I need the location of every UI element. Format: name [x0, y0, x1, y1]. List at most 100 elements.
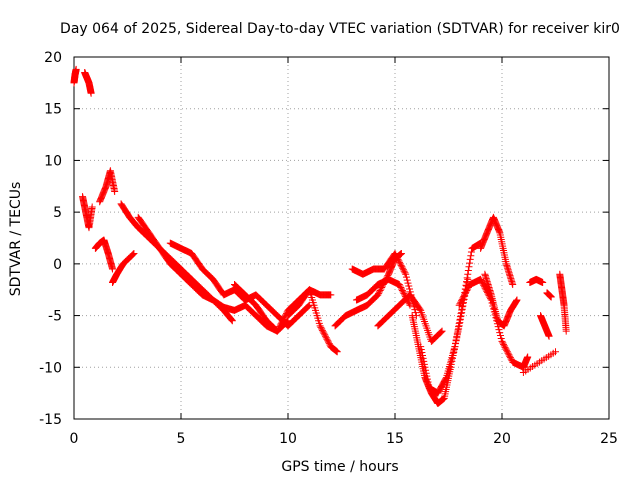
data-point — [459, 294, 467, 302]
data-point — [453, 333, 461, 341]
data-point — [87, 89, 95, 97]
data-point — [464, 270, 472, 278]
y-tick-label: -5 — [48, 309, 62, 325]
data-point — [398, 263, 406, 271]
data-point — [399, 266, 407, 274]
x-tick-labels: 0 5 10 15 20 25 — [70, 431, 618, 447]
data-point — [227, 315, 235, 323]
data-point — [501, 343, 509, 351]
y-tick-label: 5 — [53, 205, 62, 221]
data-point — [478, 278, 486, 286]
series-arc-d — [91, 236, 117, 273]
data-point — [399, 264, 407, 272]
data-point — [393, 252, 401, 260]
data-point — [318, 326, 326, 334]
data-point — [500, 342, 508, 350]
series-arc-k — [284, 286, 335, 320]
y-tick-labels: -15 -10 -5 0 5 10 15 20 — [39, 50, 62, 428]
grid-lines — [74, 57, 609, 419]
data-point — [304, 303, 312, 311]
data-point — [402, 270, 410, 278]
data-point — [466, 259, 474, 267]
series-arc-u — [526, 275, 547, 286]
data-point — [393, 254, 401, 262]
data-point — [391, 250, 399, 258]
x-axis-label: GPS time / hours — [281, 459, 398, 475]
data-point — [421, 363, 429, 371]
series-arc-b — [81, 69, 95, 97]
data-point — [463, 274, 471, 282]
series-arc-q — [417, 239, 485, 397]
data-point — [400, 267, 408, 275]
data-point — [228, 316, 236, 324]
data-point — [467, 252, 475, 260]
data-point — [455, 319, 463, 327]
data-point — [404, 279, 412, 287]
data-point — [458, 295, 466, 303]
data-point — [452, 339, 460, 347]
series-arc-y — [519, 348, 559, 376]
data-point — [325, 338, 333, 346]
series-arc-f — [96, 167, 119, 206]
data-point — [327, 291, 335, 299]
data-point — [401, 269, 409, 277]
data-points — [70, 65, 570, 407]
data-point — [513, 296, 521, 304]
data-point — [316, 322, 324, 330]
plot-frame — [73, 56, 610, 420]
x-tick-label: 10 — [279, 431, 297, 447]
data-point — [496, 332, 504, 340]
data-point — [456, 313, 464, 321]
data-point — [461, 291, 469, 299]
data-point — [406, 285, 414, 293]
y-tick-label: 15 — [44, 102, 62, 118]
data-point — [406, 301, 414, 309]
data-point — [457, 298, 465, 306]
data-point — [480, 283, 488, 291]
data-point — [422, 369, 430, 377]
data-point — [457, 297, 465, 305]
data-point — [495, 326, 503, 334]
data-point — [464, 285, 472, 293]
data-point — [273, 327, 281, 335]
series-arc-e — [109, 250, 138, 286]
data-point — [333, 348, 341, 356]
data-point — [460, 292, 468, 300]
data-point — [394, 255, 402, 263]
data-point — [423, 375, 431, 383]
data-point — [458, 306, 466, 314]
x-tick-label: 20 — [493, 431, 511, 447]
data-point — [397, 283, 405, 291]
data-point — [562, 327, 570, 335]
data-point — [395, 281, 403, 289]
data-point — [398, 286, 406, 294]
series-arc-t — [481, 270, 521, 330]
data-point — [319, 328, 327, 336]
data-point — [398, 285, 406, 293]
data-point — [420, 360, 428, 368]
data-point — [480, 281, 488, 289]
data-point — [504, 349, 512, 357]
data-point — [552, 348, 559, 356]
data-point — [461, 289, 469, 297]
data-point — [418, 349, 426, 357]
data-point — [503, 348, 511, 356]
series-arc-o — [374, 291, 446, 345]
data-point — [454, 326, 462, 334]
data-point — [422, 366, 430, 374]
data-point — [276, 321, 284, 329]
data-point — [452, 336, 460, 344]
data-point — [228, 317, 236, 325]
data-point — [437, 329, 445, 337]
data-point — [318, 325, 326, 333]
data-point — [403, 276, 411, 284]
series-arc-m — [348, 250, 420, 320]
data-point — [464, 267, 472, 275]
data-point — [479, 280, 487, 288]
data-point — [499, 339, 507, 347]
data-point — [321, 332, 329, 340]
data-point — [497, 334, 505, 342]
data-point — [451, 343, 459, 351]
data-point — [374, 291, 382, 299]
